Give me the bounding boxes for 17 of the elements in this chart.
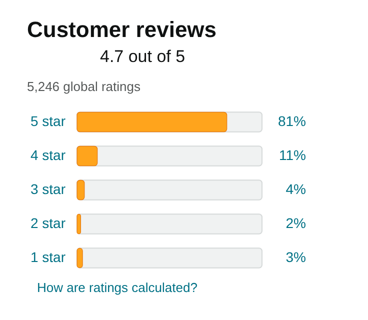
data-label: 4%: [286, 181, 306, 197]
y-tick-label: 4 star: [30, 147, 66, 163]
y-tick-label: 3 star: [30, 181, 66, 197]
chart-subtitle: 4.7 out of 5: [100, 47, 186, 66]
data-label: 11%: [279, 147, 306, 163]
y-tick-label: 1 star: [30, 249, 66, 265]
data-label: 81%: [278, 113, 306, 129]
bar: [76, 214, 81, 234]
y-tick-label: 5 star: [30, 113, 66, 129]
data-label: 2%: [286, 215, 306, 231]
text: 5,246 global ratings: [27, 79, 141, 94]
y-tick-label: 2 star: [30, 215, 66, 231]
chart-title: Customer reviews: [27, 17, 217, 42]
bar: [76, 180, 85, 200]
text: How are ratings calculated?: [37, 280, 198, 295]
bar: [76, 146, 98, 166]
data-label: 3%: [286, 249, 306, 265]
